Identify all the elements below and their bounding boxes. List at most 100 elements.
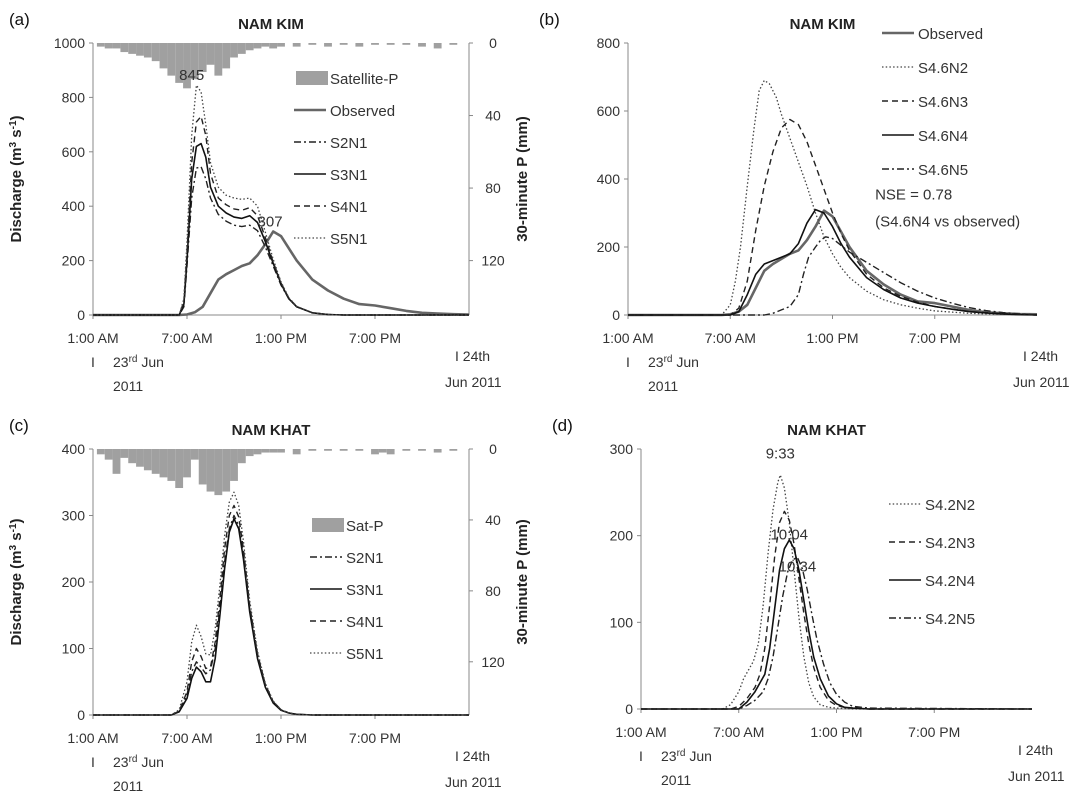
y-tick-label: 600 — [62, 144, 86, 160]
x-tick-label: 7:00 PM — [349, 330, 401, 346]
rain-bar — [175, 43, 184, 83]
x-tick-label: 7:00 AM — [705, 330, 756, 346]
rain-bar — [206, 449, 215, 492]
rain-bar — [261, 43, 270, 47]
rain-bar — [308, 43, 317, 45]
rain-bar — [277, 43, 285, 47]
rain-bar — [261, 449, 270, 453]
rain-bar — [120, 43, 129, 53]
rain-bar — [206, 43, 215, 65]
y-tick-label: 400 — [62, 198, 86, 214]
chart-title: NAM KHAT — [232, 422, 311, 439]
rain-bar — [418, 43, 426, 47]
date-mark-bar: I — [639, 748, 643, 764]
y2-tick-label: 40 — [485, 108, 501, 124]
series-line-s4-2n3 — [641, 510, 1032, 710]
y-tick-label: 100 — [610, 614, 634, 630]
series-line-s4-6n3 — [628, 118, 1038, 316]
date-mark-end-monthyear: Jun 2011 — [1008, 768, 1065, 784]
legend-entry: Satellite-P — [330, 71, 398, 88]
rain-bar — [214, 449, 223, 496]
legend-entry: Observed — [918, 26, 983, 43]
series-line-s4-2n2 — [641, 474, 1032, 710]
date-mark-end: I 24th — [455, 748, 490, 764]
rain-bar — [253, 43, 262, 49]
legend-entry: S4.2N3 — [925, 535, 975, 552]
y2-tick-label: 120 — [481, 253, 505, 269]
rain-bar — [371, 449, 379, 455]
x-tick-label: 7:00 AM — [713, 724, 764, 740]
y2-tick-label: 0 — [489, 441, 497, 457]
legend-entry: Sat-P — [346, 518, 384, 535]
date-mark-bar: I — [626, 354, 630, 370]
rain-bar — [230, 43, 238, 58]
rain-bar — [269, 43, 278, 49]
y-axis-label: Discharge (m3 s-1) — [8, 518, 26, 645]
legend-entry: Observed — [330, 103, 395, 120]
legend-swatch — [296, 71, 328, 85]
rain-bar — [112, 43, 121, 49]
chart-title: NAM KIM — [790, 16, 856, 33]
rain-bar — [355, 43, 364, 47]
chart-title: NAM KHAT — [787, 422, 866, 439]
rain-bar — [386, 43, 395, 45]
date-mark-start: 23rd Jun — [113, 354, 164, 371]
y-tick-label: 1000 — [54, 35, 85, 51]
x-tick-label: 1:00 AM — [67, 330, 118, 346]
legend-entry: S5N1 — [330, 231, 368, 248]
rain-bar — [104, 449, 113, 460]
rain-bar — [378, 449, 387, 453]
rain-bar — [433, 43, 442, 49]
chart-panel-c: NAM KHAT (c) 0 100 200 300 400 0 40 80 120 1:00 AM 7… — [8, 416, 532, 794]
annotation: (S4.6N4 vs observed) — [875, 214, 1020, 231]
y-tick-label: 300 — [610, 441, 634, 457]
x-tick-label: 1:00 PM — [255, 330, 307, 346]
legend-entry: S3N1 — [330, 167, 368, 184]
rain-bar — [159, 43, 168, 69]
y2-tick-label: 80 — [485, 583, 501, 599]
x-tick-label: 1:00 AM — [67, 730, 118, 746]
y-tick-label: 0 — [612, 307, 620, 323]
date-mark-end: I 24th — [1018, 742, 1053, 758]
date-mark-start-year: 2011 — [113, 778, 143, 794]
x-tick-label: 7:00 PM — [349, 730, 401, 746]
rain-bar — [175, 449, 184, 489]
legend-entry: S2N1 — [346, 550, 384, 567]
series-line-s4n1 — [93, 504, 469, 716]
rain-bar — [183, 43, 191, 89]
date-mark-start-year: 2011 — [113, 378, 143, 394]
rain-bar — [292, 449, 301, 455]
annotation: NSE = 0.78 — [875, 186, 952, 203]
date-mark-start: 23rd Jun — [661, 748, 712, 765]
date-mark-start-year: 2011 — [648, 378, 678, 394]
rain-bar — [245, 43, 254, 51]
rain-bar — [402, 449, 411, 451]
legend: Observed S4.6N2 S4.6N3 S4.6N4 S4.6N5 — [882, 26, 983, 179]
y-tick-label: 0 — [77, 707, 85, 723]
date-mark-end-monthyear: Jun 2011 — [1013, 374, 1069, 390]
rain-bar — [371, 43, 379, 45]
y-tick-label: 400 — [62, 441, 86, 457]
rain-bar — [198, 43, 207, 73]
x-tick-label: 7:00 PM — [908, 724, 960, 740]
y-tick-label: 800 — [597, 35, 621, 51]
date-mark-start: 23rd Jun — [648, 354, 699, 371]
series-line-s5n1 — [93, 84, 469, 316]
x-tick-label: 7:00 AM — [161, 730, 212, 746]
series-line-observed — [93, 230, 470, 317]
rain-bar — [190, 449, 199, 460]
y-tick-label: 0 — [77, 307, 85, 323]
rain-bar — [339, 43, 348, 45]
y2-axis-label: 30-minute P (mm) — [514, 116, 531, 242]
x-tick-label: 1:00 PM — [806, 330, 858, 346]
date-mark-end: I 24th — [455, 348, 490, 364]
rain-bar — [167, 43, 176, 76]
rain-bar — [292, 43, 301, 47]
annotation: 845 — [179, 67, 204, 84]
rain-bar — [104, 43, 113, 49]
series-line-observed — [628, 209, 1038, 317]
legend-entry: S4.6N4 — [918, 128, 968, 145]
series-line-s4-6n5 — [628, 236, 1038, 316]
legend-entry: S3N1 — [346, 582, 384, 599]
